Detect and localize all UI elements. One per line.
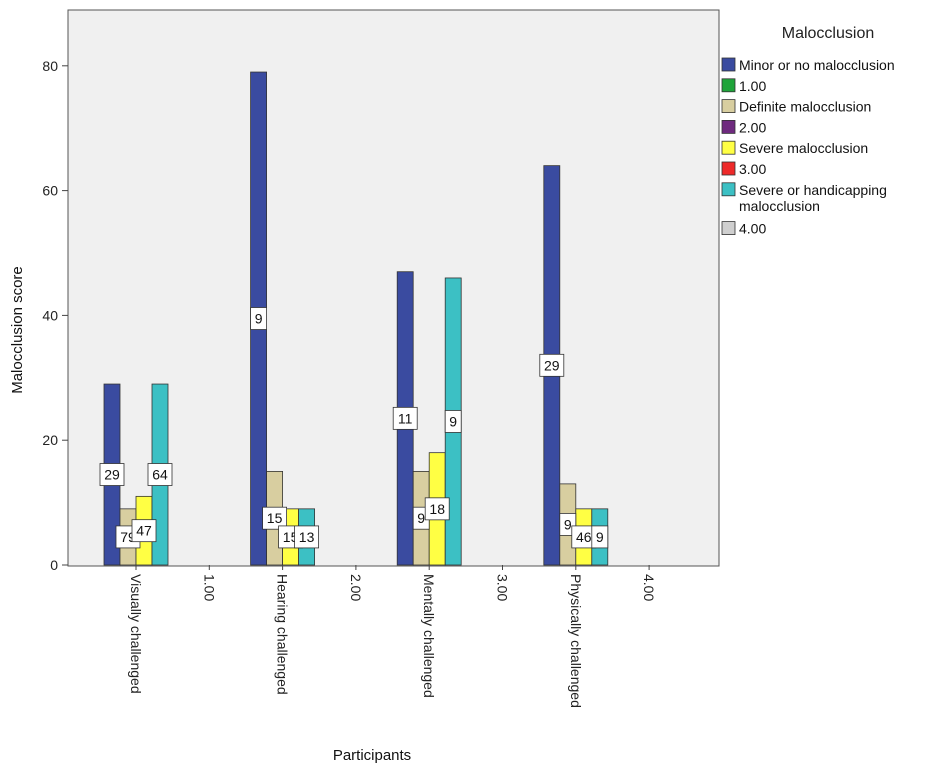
data-label: 47 [136,523,152,539]
data-label: 29 [544,357,560,373]
legend-label: Minor or no malocclusion [739,57,895,73]
legend-label: 1.00 [739,78,766,94]
data-label: 9 [255,311,263,327]
x-tick-label: Hearing challenged [275,574,291,695]
x-tick-label: 4.00 [641,574,657,601]
legend-label: 2.00 [739,119,766,135]
x-tick-label: 1.00 [201,574,217,601]
x-tick-label: Mentally challenged [421,574,437,698]
data-label-box [250,307,268,330]
y-tick-label: 80 [42,58,58,74]
x-axis-title: Participants [333,747,411,764]
data-label-box [99,463,125,486]
data-label-box [539,353,565,377]
y-axis-title: Malocclusion score [9,266,26,394]
data-label: 46 [576,529,592,545]
data-label-box [131,519,157,543]
data-label-box [294,525,320,549]
data-label-box [392,406,418,430]
legend-swatch [721,161,736,176]
x-tick-label: Visually challenged [128,574,144,694]
legend-label: Severe malocclusion [739,140,868,156]
x-tick-label: 2.00 [348,574,364,601]
legend-swatch [721,99,736,113]
legend-swatch [721,182,736,197]
data-label: 9 [417,510,425,526]
y-tick-label: 40 [42,307,58,323]
x-tick-label: Physically challenged [568,574,584,708]
data-label: 29 [104,467,120,483]
data-label-box [424,497,450,521]
data-label: 18 [429,501,445,517]
data-label-box [147,463,173,486]
legend-swatch [721,140,736,155]
legend-swatch [721,120,736,134]
data-label: 15 [267,510,283,526]
legend-swatch [721,221,736,236]
legend-label: Severe or handicapping malocclusion [739,182,887,214]
plot-background [67,9,720,567]
data-label: 9 [596,529,604,545]
y-tick-label: 20 [42,432,58,448]
legend: Malocclusion Minor or no malocclusion 1.0… [721,25,895,237]
data-label-box [262,506,288,530]
y-tick-label: 60 [42,183,58,199]
legend-swatch [721,78,736,93]
data-label-box [444,410,462,433]
data-label: 9 [449,413,457,429]
data-label-box [591,525,609,549]
legend-label: 4.00 [739,221,766,237]
legend-label: 3.00 [739,161,766,177]
data-label: 9 [564,516,572,532]
x-tick-label: 3.00 [495,574,511,601]
legend-title: Malocclusion [782,25,874,42]
data-label: 11 [398,410,413,426]
legend-label: Definite malocclusion [739,99,871,115]
y-tick-label: 0 [50,557,58,573]
data-label: 13 [299,529,315,545]
data-label: 64 [152,467,168,483]
legend-swatch [721,57,736,72]
